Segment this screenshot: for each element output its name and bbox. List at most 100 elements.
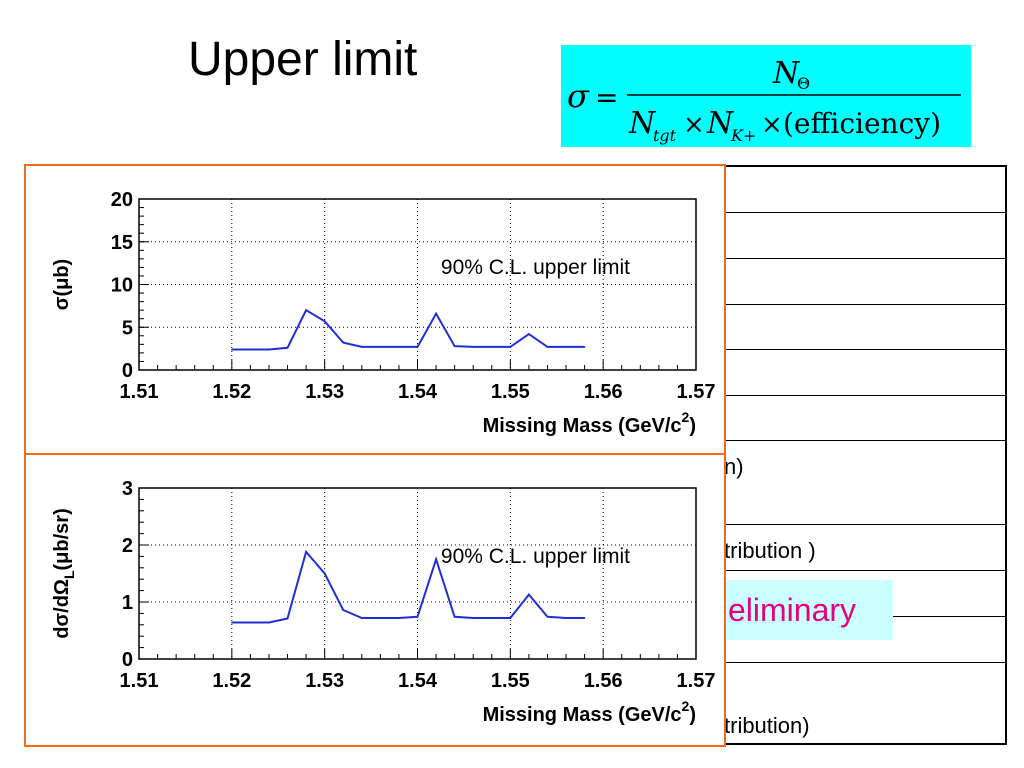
data-point: [453, 616, 456, 618]
data-point: [286, 617, 289, 620]
upper-limit-annotation: 90% C.L. upper limit: [441, 545, 630, 568]
formula-den-times1: ×: [683, 110, 705, 140]
y-tick-label: 20: [111, 189, 133, 211]
x-tick-label: 1.51: [120, 670, 159, 692]
data-point: [342, 341, 345, 344]
formula-den-n1: N: [628, 106, 657, 141]
data-point: [231, 621, 233, 624]
table-rule: [700, 524, 1005, 525]
formula-numerator-sub: Θ: [797, 74, 810, 93]
y-tick-label: 15: [111, 232, 133, 254]
background-table: n) tribution ) tribution): [700, 165, 1007, 745]
x-axis-label-main: Missing Mass (GeV/c: [483, 704, 682, 726]
y-axis-label-main: σ(μb): [51, 259, 73, 310]
formula-svg: σ = N Θ N tgt × N K+ × (efficiency): [567, 56, 961, 145]
x-tick-label: 1.52: [212, 381, 251, 403]
table-rule: [700, 349, 1005, 350]
data-point: [305, 551, 307, 553]
formula-numerator: N: [772, 56, 801, 91]
differential-cross-section-chart: 1.51 1.52 1.53 1.54 1.55 1.56 1.57 0 1 2 3 Missing …: [51, 478, 716, 726]
y-tick-label: 1: [122, 592, 133, 614]
table-rule: [700, 304, 1005, 305]
y-tick-label: 0: [122, 649, 133, 671]
differential-cross-section-chart-panel: 1.51 1.52 1.53 1.54 1.55 1.56 1.57 0 1 2 3 Missing …: [24, 453, 726, 747]
plot-frame: [138, 198, 697, 371]
data-point: [305, 309, 307, 311]
upper-limit-annotation: 90% C.L. upper limit: [441, 256, 630, 279]
formula-den-n2: N: [706, 106, 735, 141]
preliminary-text: eliminary: [728, 592, 857, 628]
x-tick-label: 1.53: [305, 670, 344, 692]
data-point: [509, 346, 512, 348]
cross-section-chart: 1.51 1.52 1.53 1.54 1.55 1.56 1.57 0 5 10 15 20 Miss…: [51, 189, 716, 437]
data-point: [379, 346, 382, 348]
data-point: [323, 572, 326, 575]
data-point: [565, 617, 567, 619]
data-point: [416, 616, 419, 618]
data-point: [231, 348, 233, 351]
table-cell-fragment: n): [724, 454, 744, 479]
data-point: [565, 346, 567, 348]
y-tick-label: 10: [111, 275, 133, 297]
x-axis-label-end: ): [689, 704, 696, 726]
y-axis-label-main: dσ/dΩ: [51, 579, 73, 639]
table-rule: [700, 440, 1005, 441]
x-axis-label-sup: 2: [682, 409, 690, 425]
x-tick-label: 1.57: [677, 670, 716, 692]
series-line: [231, 308, 585, 351]
table-rule: [700, 212, 1005, 213]
x-axis-label: Missing Mass (GeV/c2): [483, 409, 696, 437]
y-axis-label-sub: L: [61, 570, 77, 579]
x-tick-label: 1.53: [305, 381, 344, 403]
table-cell-fragment: tribution ): [724, 538, 816, 563]
data-point: [342, 609, 345, 611]
y-axis-label: σ(μb): [51, 259, 73, 310]
table-rule: [700, 258, 1005, 259]
x-axis-label-main: Missing Mass (GeV/c: [483, 415, 682, 437]
data-point: [490, 617, 493, 619]
x-axis-label-sup: 2: [682, 698, 690, 714]
data-point: [268, 348, 270, 351]
data-point: [286, 346, 289, 349]
formula-den-efficiency: (efficiency): [783, 107, 941, 140]
formula-sigma: σ: [567, 77, 590, 115]
x-tick-label: 1.56: [584, 381, 623, 403]
plot-frame: [138, 487, 697, 660]
data-point: [472, 617, 475, 619]
x-tick-label: 1.57: [677, 381, 716, 403]
x-tick-label: 1.55: [491, 381, 530, 403]
data-point: [453, 345, 456, 347]
data-point: [583, 346, 586, 348]
data-point: [546, 346, 549, 348]
preliminary-badge: eliminary: [720, 580, 893, 640]
data-point: [323, 320, 326, 323]
data-point: [490, 346, 493, 348]
data-point: [361, 617, 363, 619]
slide-title: Upper limit: [188, 33, 418, 86]
formula-equals: =: [595, 81, 618, 114]
data-point: [509, 617, 512, 619]
x-tick-label: 1.54: [398, 381, 438, 403]
cross-section-formula: σ = N Θ N tgt × N K+ × (efficiency): [561, 45, 971, 147]
y-tick-label: 0: [122, 360, 133, 382]
cross-section-chart-panel: 1.51 1.52 1.53 1.54 1.55 1.56 1.57 0 5 10 15 20 Miss…: [24, 164, 726, 456]
x-tick-label: 1.52: [212, 670, 251, 692]
y-tick-label: 5: [122, 317, 133, 339]
data-point: [416, 346, 419, 348]
data-point: [472, 346, 475, 348]
x-tick-label: 1.56: [584, 670, 623, 692]
formula-den-n2-sub: K+: [730, 126, 756, 145]
x-axis-label: Missing Mass (GeV/c2): [483, 698, 696, 726]
y-axis-label: dσ/dΩL(μb/sr): [51, 508, 77, 639]
data-point: [528, 333, 530, 335]
data-point: [398, 346, 400, 348]
y-tick-label: 3: [122, 478, 133, 500]
table-cell-fragment: tribution): [724, 713, 810, 738]
x-tick-label: 1.51: [120, 381, 159, 403]
data-point: [546, 616, 549, 618]
table-rule: [700, 395, 1005, 396]
y-tick-label: 2: [122, 535, 133, 557]
data-point: [268, 621, 270, 624]
x-axis-label-end: ): [689, 415, 696, 437]
data-point: [583, 617, 586, 619]
